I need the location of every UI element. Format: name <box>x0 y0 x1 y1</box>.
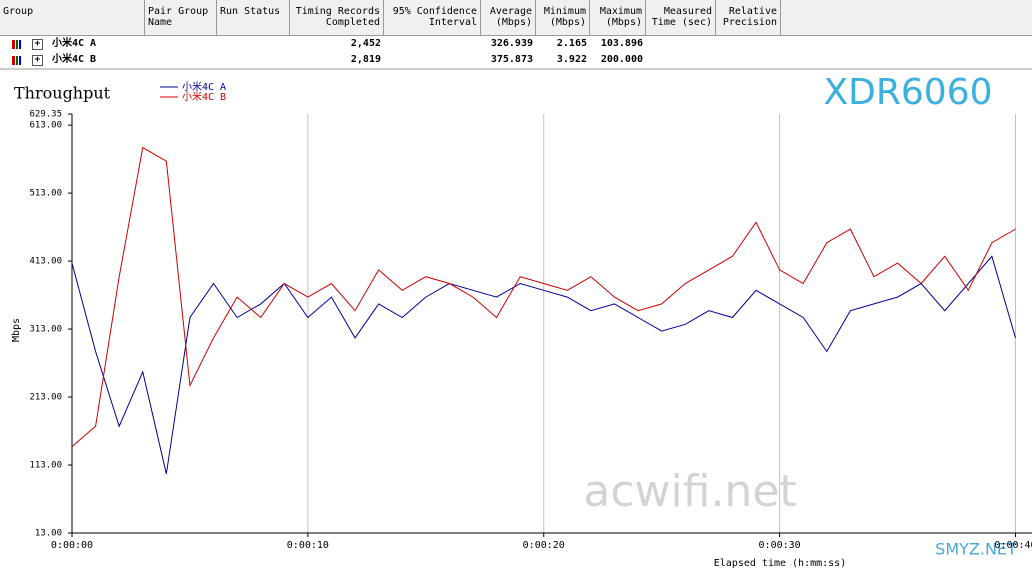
header-filler <box>781 0 1032 36</box>
legend-label: 小米4C A <box>182 80 226 93</box>
column-header: Measured Time (sec) <box>646 0 716 36</box>
chart-title: Throughput <box>14 84 111 103</box>
x-axis-label: Elapsed time (h:mm:ss) <box>714 558 846 569</box>
bar-icon <box>12 40 21 49</box>
watermark: acwifi.net <box>583 466 796 517</box>
y-tick-label: 629.35 <box>29 110 62 120</box>
column-header: Relative Precision <box>716 0 781 36</box>
cell-maximum: 103.896 <box>600 38 643 49</box>
group-name: 小米4C A <box>52 38 97 49</box>
watermark: SMYZ.NET <box>935 540 1017 559</box>
x-tick-label: 0:00:10 <box>287 540 329 551</box>
cell-records: 2,452 <box>350 38 381 49</box>
expand-button: + <box>32 39 43 50</box>
y-tick-label: 13.00 <box>35 529 62 539</box>
column-header: Timing Records Completed <box>290 0 384 36</box>
series-line <box>71 255 1016 474</box>
x-tick-label: 0:00:30 <box>759 540 801 551</box>
x-tick-label: 0:00:00 <box>51 540 93 551</box>
legend-label: 小米4C B <box>182 90 226 103</box>
series-line <box>71 146 1016 448</box>
cell-minimum: 2.165 <box>556 38 587 49</box>
bar-icon <box>12 56 21 65</box>
y-tick-label: 413.00 <box>29 257 62 267</box>
x-tick-label: 0:00:40 <box>994 540 1032 551</box>
y-axis-label: Mbps <box>11 318 22 342</box>
column-header: Minimum (Mbps) <box>536 0 590 36</box>
y-tick-label: 213.00 <box>29 393 62 403</box>
cell-average: 326.939 <box>490 38 533 49</box>
cell-average: 375.873 <box>490 54 533 65</box>
x-tick-label: 0:00:20 <box>523 540 565 551</box>
cell-minimum: 3.922 <box>556 54 587 65</box>
column-header: Group <box>0 0 145 36</box>
group-name: 小米4C B <box>52 54 97 65</box>
watermark: XDR6060 <box>823 72 992 113</box>
column-header: 95% Confidence Interval <box>384 0 481 36</box>
y-tick-label: 313.00 <box>29 325 62 335</box>
column-header: Run Status <box>217 0 290 36</box>
expand-button: + <box>32 55 43 66</box>
column-header: Maximum (Mbps) <box>590 0 646 36</box>
cell-maximum: 200.000 <box>600 54 643 65</box>
chart: Throughput XDR6060 acwifi.net SMYZ.NET M… <box>0 68 1032 569</box>
cell-records: 2,819 <box>350 54 381 65</box>
column-header: Pair Group Name <box>145 0 217 36</box>
y-tick-label: 113.00 <box>29 461 62 471</box>
y-tick-label: 513.00 <box>29 189 62 199</box>
column-header: Average (Mbps) <box>481 0 536 36</box>
y-tick-label: 613.00 <box>29 121 62 131</box>
